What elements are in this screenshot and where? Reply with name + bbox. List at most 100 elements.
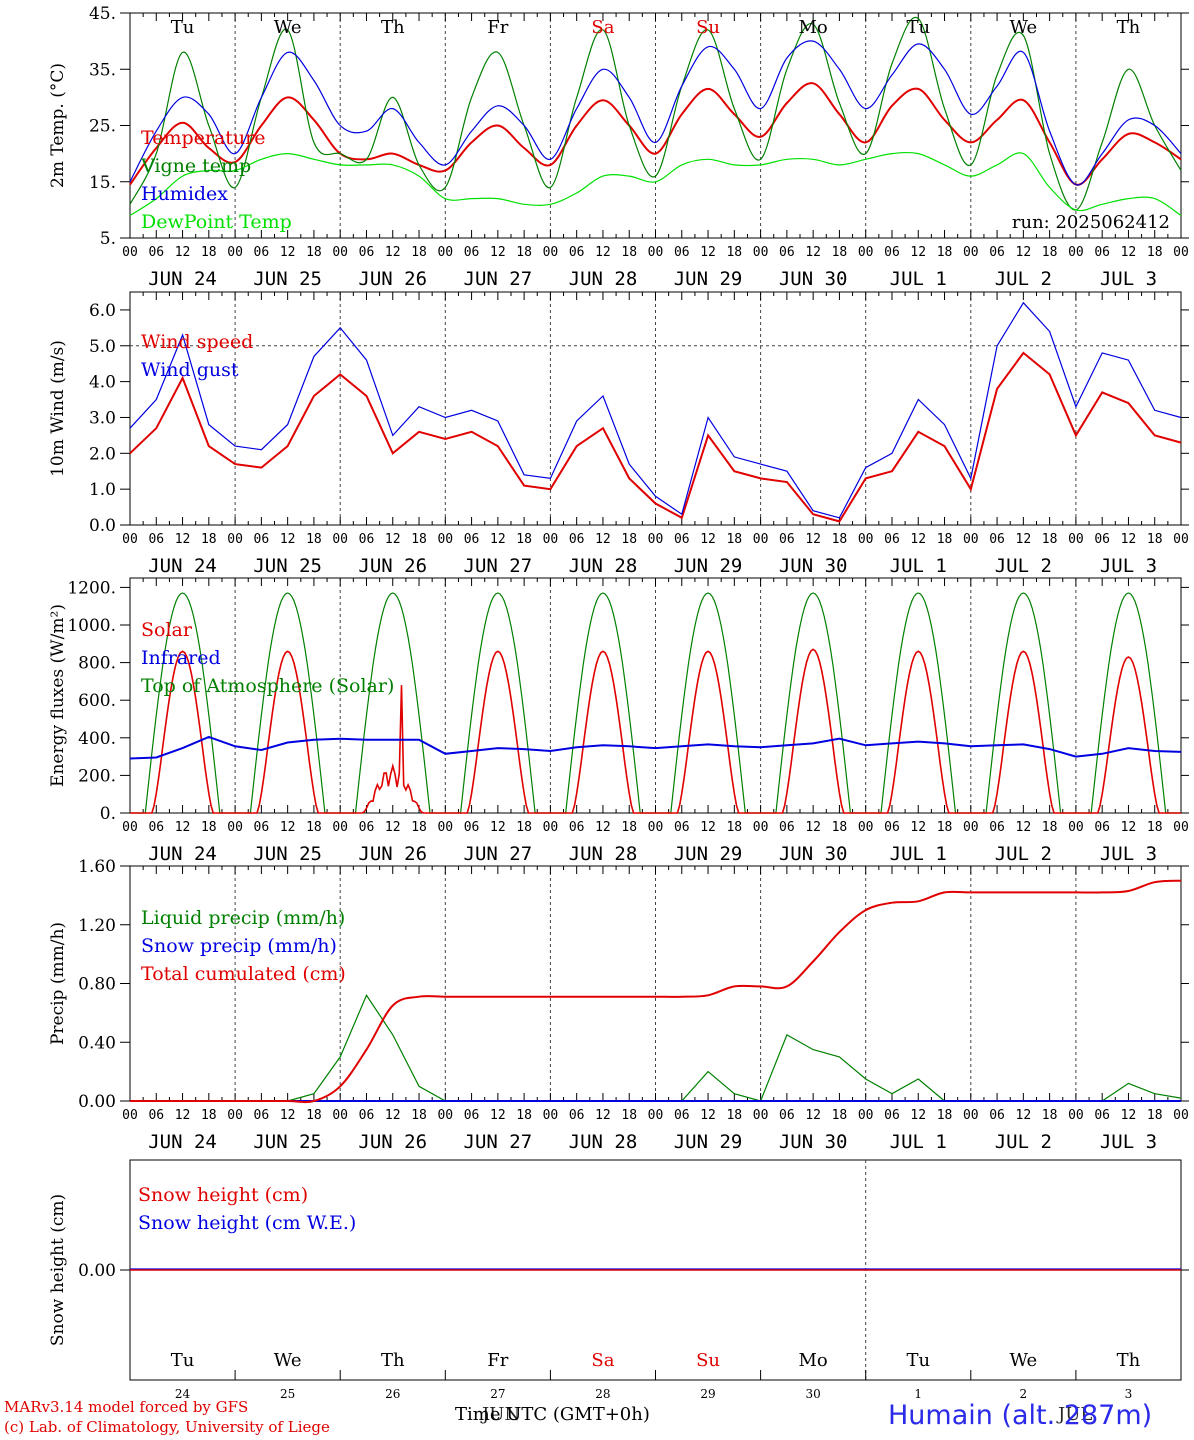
hour-tick-label: 12 <box>280 1108 296 1123</box>
weekday-label: Fr <box>487 17 508 38</box>
hour-tick-label: 06 <box>989 532 1005 547</box>
date-label: JUL 1 <box>890 843 947 865</box>
hour-tick-label: 06 <box>674 1108 690 1123</box>
hour-tick-label: 06 <box>674 245 690 260</box>
hour-tick-label: 12 <box>595 820 611 835</box>
date-label: JUN 26 <box>358 843 427 865</box>
hour-tick-label: 00 <box>1068 532 1084 547</box>
date-label: JUN 26 <box>358 555 427 577</box>
legend-entry: Infrared <box>141 647 221 669</box>
hour-tick-label: 00 <box>753 532 769 547</box>
hour-tick-label: 18 <box>832 820 848 835</box>
y-tick-label: 6.0 <box>89 301 116 321</box>
date-label: JUN 25 <box>253 1131 322 1153</box>
hour-tick-label: 00 <box>122 1108 138 1123</box>
hour-tick-label: 00 <box>543 820 559 835</box>
hour-tick-label: 00 <box>1068 820 1084 835</box>
hour-tick-label: 06 <box>1094 1108 1110 1123</box>
hour-tick-label: 00 <box>963 245 979 260</box>
hour-tick-label: 00 <box>332 245 348 260</box>
hour-tick-label: 00 <box>858 1108 874 1123</box>
hour-tick-label: 00 <box>648 820 664 835</box>
legend-entry: Vigne temp <box>140 155 251 177</box>
hour-tick-label: 12 <box>385 820 401 835</box>
hour-tick-label: 06 <box>464 532 480 547</box>
date-label: JUL 2 <box>995 555 1052 577</box>
hour-tick-label: 06 <box>989 1108 1005 1123</box>
hour-tick-label: 06 <box>674 820 690 835</box>
hour-tick-label: 18 <box>1147 820 1163 835</box>
weekday-label: Mo <box>799 17 828 38</box>
legend-entry: Snow precip (mm/h) <box>141 935 337 957</box>
hour-tick-label: 12 <box>490 532 506 547</box>
legend-entry: Top of Atmosphere (Solar) <box>141 675 394 697</box>
month-label-jul: JUL <box>1058 1404 1093 1425</box>
hour-tick-label: 18 <box>832 1108 848 1123</box>
hour-tick-label: 06 <box>884 820 900 835</box>
date-label: JUL 3 <box>1100 555 1157 577</box>
hour-tick-label: 06 <box>464 820 480 835</box>
y-tick-label: 1200. <box>67 578 116 598</box>
hour-tick-label: 12 <box>490 1108 506 1123</box>
hour-tick-label: 12 <box>1121 245 1137 260</box>
date-label: JUN 27 <box>464 555 533 577</box>
hour-tick-label: 18 <box>621 1108 637 1123</box>
series-line-wind-speed <box>129 351 1182 523</box>
hour-tick-label: 00 <box>437 245 453 260</box>
hour-tick-label: 00 <box>1173 820 1189 835</box>
weekday-label: Su <box>696 1350 720 1371</box>
hour-tick-label: 18 <box>516 1108 532 1123</box>
panel-1: 5. 15. 25. 35. 45. 2m Temp. (°C) 00 06 12 18 JUN 2… <box>48 4 1189 290</box>
date-label: JUL 1 <box>890 1131 947 1153</box>
hour-tick-label: 00 <box>858 245 874 260</box>
y-axis-label: 10m Wind (m/s) <box>48 340 68 477</box>
y-axis-label: 2m Temp. (°C) <box>48 63 68 188</box>
y-tick-label: 4.0 <box>89 373 116 393</box>
panel-5: 0.00 Snow height (cm) Snow height (cm) Snow… <box>48 1159 1189 1401</box>
y-tick-label: 3.0 <box>89 408 116 428</box>
hour-tick-label: 12 <box>595 532 611 547</box>
hour-tick-label: 06 <box>359 1108 375 1123</box>
x-axis-label: Time UTC (GMT+0h) <box>455 1404 650 1425</box>
date-label: JUL 2 <box>995 843 1052 865</box>
date-label: JUN 26 <box>358 1131 427 1153</box>
y-axis-label: Snow height (cm) <box>48 1194 68 1346</box>
hour-tick-label: 06 <box>148 1108 164 1123</box>
hour-tick-label: 06 <box>779 532 795 547</box>
hour-tick-label: 06 <box>359 245 375 260</box>
hour-tick-label: 12 <box>910 820 926 835</box>
hour-tick-label: 18 <box>726 245 742 260</box>
weekday-label: Th <box>381 1350 405 1371</box>
weekday-label: Tu <box>906 1350 930 1371</box>
legend-entry: DewPoint Temp <box>141 211 292 233</box>
hour-tick-label: 12 <box>1016 532 1032 547</box>
location-label: Humain (alt. 287m) <box>888 1400 1153 1431</box>
hour-tick-label: 06 <box>1094 820 1110 835</box>
date-label: JUN 30 <box>779 1131 848 1153</box>
hour-tick-label: 18 <box>1042 245 1058 260</box>
weekday-label: Mo <box>799 1350 828 1371</box>
y-tick-label: 0.80 <box>78 975 116 995</box>
hour-tick-label: 12 <box>805 245 821 260</box>
weekday-label: Su <box>696 17 720 38</box>
hour-tick-label: 06 <box>989 245 1005 260</box>
hour-tick-label: 12 <box>1016 245 1032 260</box>
hour-tick-label: 06 <box>359 532 375 547</box>
hour-tick-label: 18 <box>201 532 217 547</box>
hour-tick-label: 12 <box>280 245 296 260</box>
hour-tick-label: 12 <box>595 245 611 260</box>
hour-tick-label: 18 <box>621 245 637 260</box>
hour-tick-label: 18 <box>726 532 742 547</box>
date-label: JUN 27 <box>464 268 533 290</box>
hour-tick-label: 00 <box>543 1108 559 1123</box>
legend-entry: Liquid precip (mm/h) <box>141 907 345 929</box>
hour-tick-label: 18 <box>201 245 217 260</box>
day-number-label: 27 <box>490 1387 505 1401</box>
date-label: JUN 28 <box>569 1131 638 1153</box>
panel-3: 0. 200. 400. 600. 800. 1000. 1200. Energy fluxe… <box>48 577 1189 865</box>
y-tick-label: 45. <box>89 4 116 24</box>
weekday-label: Fr <box>487 1350 508 1371</box>
y-axis-label: Precip (mm/h) <box>48 922 68 1045</box>
date-label: JUN 30 <box>779 268 848 290</box>
hour-tick-label: 06 <box>464 245 480 260</box>
